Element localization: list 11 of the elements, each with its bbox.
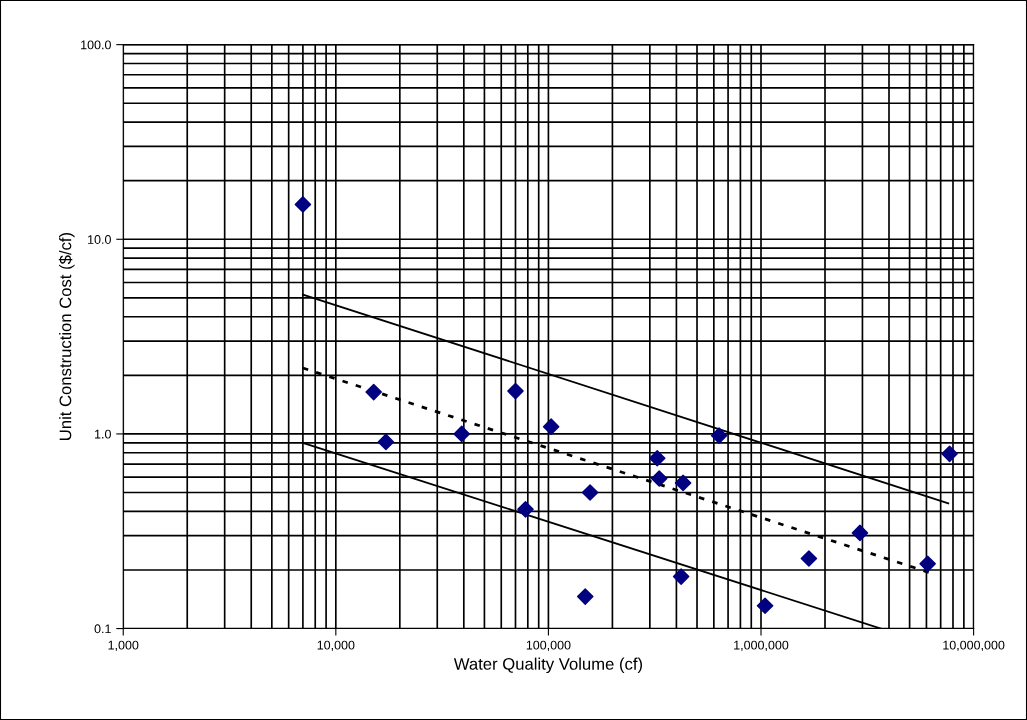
y-tick-label: 10.0 [88,235,111,244]
x-tick-label: 10,000 [317,640,355,652]
y-tick-label: 1.0 [95,429,111,439]
x-tick-label: 1,000,000 [734,640,789,652]
y-tick-label: 100.0 [81,40,111,50]
y-tick-label: 0.1 [94,624,111,634]
x-tick-label: 100,000 [526,640,571,652]
y-axis-title: Unit Construction Cost ($/cf) [58,232,75,440]
x-axis-title: Water Quality Volume (cf) [453,657,643,674]
x-tick-label: 1,000 [108,640,139,652]
x-tick-label: 10,000,000 [943,640,1005,652]
